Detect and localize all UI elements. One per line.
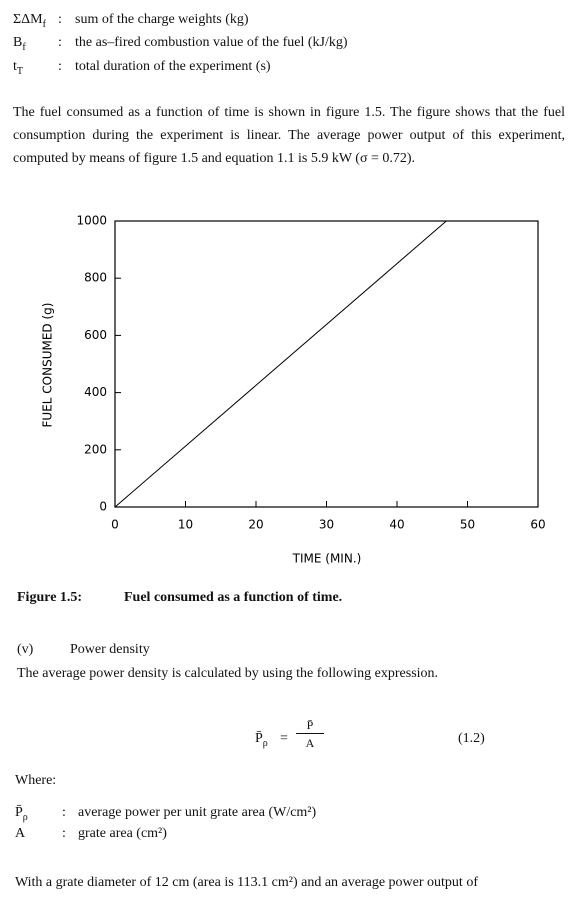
equation-lhs: P̄ρ [255, 731, 268, 749]
def-symbol: tT [13, 59, 23, 77]
def-text: sum of the charge weights (kg) [75, 12, 249, 27]
def-symbol: Bf [13, 35, 26, 53]
x-tick-label: 40 [389, 518, 404, 532]
denominator: A [305, 736, 315, 750]
symbol: ΣΔM [13, 12, 43, 27]
subscript: ρ [22, 811, 28, 823]
x-tick-label: 30 [319, 518, 334, 532]
section-number: (v) [17, 642, 34, 657]
symbol: t [13, 59, 17, 74]
colon: : [62, 805, 66, 820]
where: Where: [15, 773, 57, 788]
y-tick-label: 400 [84, 385, 107, 399]
subscript: f [22, 41, 26, 53]
x-axis-label: TIME (MIN.) [292, 552, 362, 566]
colon: : [58, 35, 62, 50]
symbol: B [13, 35, 23, 50]
y-tick-label: 800 [84, 271, 107, 285]
colon: : [58, 59, 62, 74]
paragraph: With a grate diameter of 12 cm (area is … [15, 875, 478, 890]
chart: TIME (MIN.) FUEL CONSUMED (g) 0200400600… [41, 214, 546, 566]
where-text: average power per unit grate area (W/cm²… [78, 805, 317, 820]
y-tick-label: 0 [99, 500, 107, 514]
colon: : [62, 826, 66, 841]
y-tick-label: 600 [84, 328, 107, 342]
symbol: P̄ [15, 805, 23, 820]
y-tick-label: 1000 [76, 214, 107, 228]
symbol: P̄ [255, 731, 263, 746]
data-line [114, 220, 447, 508]
colon: : [58, 12, 62, 27]
where-symbol: A [15, 826, 25, 844]
def-symbol: ΣΔMf [13, 12, 46, 30]
section-title: Power density [70, 642, 150, 657]
symbol: A [15, 826, 26, 841]
where-symbol: P̄ρ [15, 805, 28, 823]
y-tick-label: 200 [84, 442, 107, 456]
subscript: ρ [262, 737, 268, 749]
intro: The average power density is calculated … [17, 666, 439, 681]
x-tick-label: 0 [111, 518, 119, 532]
plot-frame [114, 220, 539, 508]
subscript: f [42, 18, 46, 30]
x-tick-label: 50 [460, 518, 475, 532]
where-text: grate area (cm²) [78, 826, 167, 841]
caption-text: Fuel consumed as a function of time. [124, 590, 343, 605]
x-tick-label: 60 [530, 518, 545, 532]
def-text: the as–fired combustion value of the fue… [75, 35, 348, 50]
numerator: P̄ [296, 718, 324, 734]
y-axis-label: FUEL CONSUMED (g) [41, 303, 55, 428]
equals: = [280, 731, 288, 746]
def-text: total duration of the experiment (s) [75, 59, 271, 74]
x-tick-label: 10 [178, 518, 193, 532]
x-tick-label: 20 [248, 518, 263, 532]
paragraph: The fuel consumed as a function of time … [13, 105, 565, 166]
subscript: T [16, 65, 23, 77]
equation-number: (1.2) [458, 731, 485, 746]
caption-label: Figure 1.5: [17, 590, 83, 605]
